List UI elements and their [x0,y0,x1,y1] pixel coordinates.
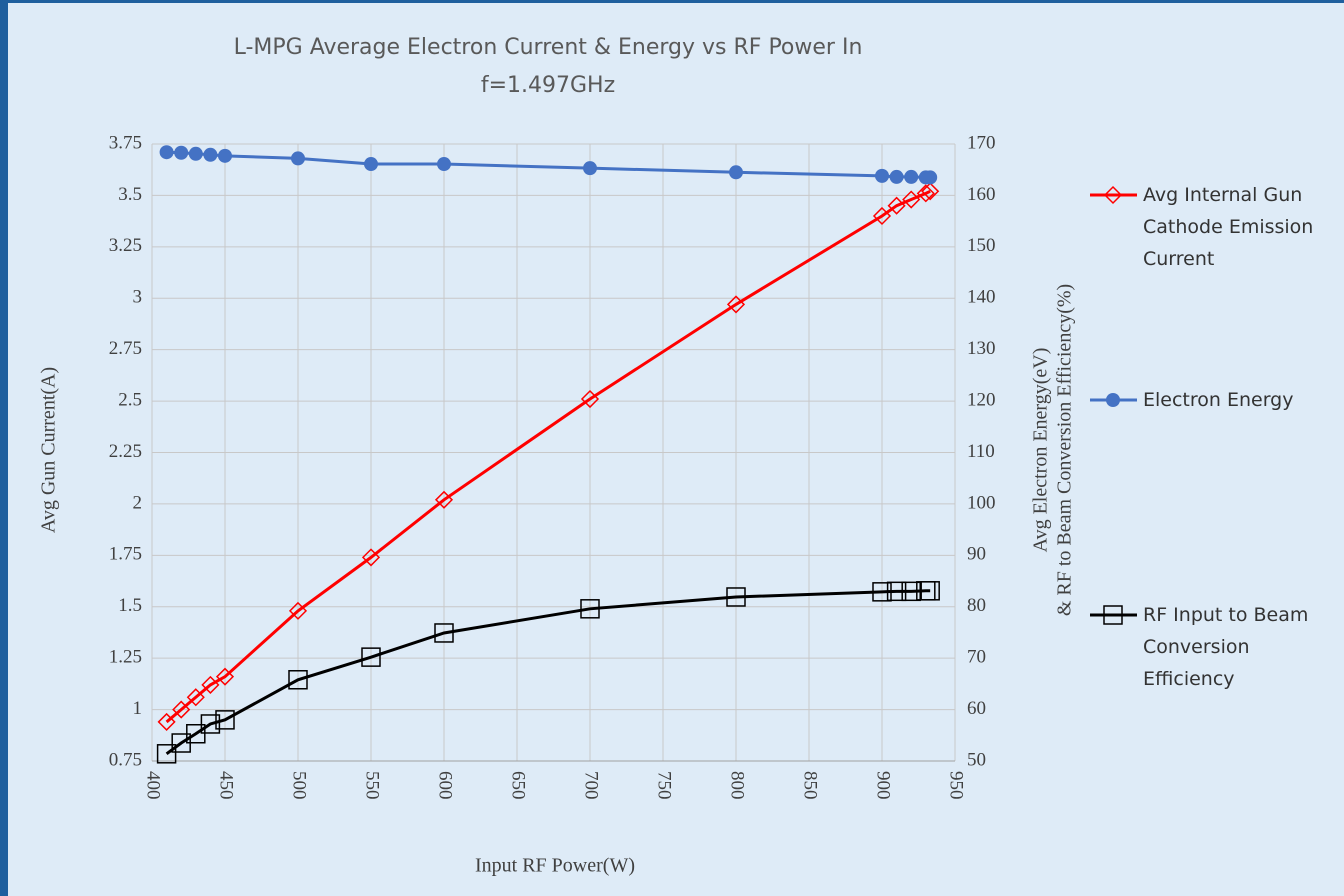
point [887,196,906,215]
y2-tick-label: 130 [967,338,996,359]
point [186,688,205,707]
y2-tick-label: 50 [967,749,986,770]
y-tick-label: 1.5 [118,595,142,616]
legend-label: Electron Energy [1143,389,1294,411]
point [923,170,938,185]
y2-tick-label: 150 [967,235,996,256]
series-line [166,150,931,179]
y-tick-label: 2.5 [118,389,142,410]
x-tick-label: 850 [800,771,821,800]
chart-subtitle: f=1.497GHz [481,73,615,98]
point [902,190,921,209]
x-tick-label: 750 [654,771,675,800]
point [203,147,218,162]
point [201,675,220,694]
point [215,710,235,730]
y2-tick-label: 140 [967,287,996,308]
point [288,670,308,690]
point [726,587,746,607]
point [921,182,940,201]
y2-axis-label: & RF to Beam Conversion Efficiency(%) [1054,284,1076,616]
y-tick-label: 0.75 [109,749,142,770]
y-tick-label: 2.25 [109,441,142,462]
point [361,647,381,667]
legend-marker [1103,605,1123,625]
y-tick-label: 3.5 [118,184,142,205]
point [200,714,221,734]
point [729,165,743,180]
y2-tick-label: 110 [967,441,995,462]
point [904,169,919,184]
point [872,582,892,602]
y2-tick-label: 170 [967,132,996,153]
point [434,623,454,643]
y2-tick-label: 120 [967,389,996,410]
y2-tick-label: 100 [967,492,996,513]
legend-marker [1103,185,1123,205]
point [291,151,305,166]
point [174,145,189,160]
legend-label: Avg Internal Gun Cathode Emission Curren… [1143,184,1314,270]
point [361,548,381,567]
x-tick-label: 500 [289,771,310,800]
y2-tick-label: 90 [967,544,986,565]
x-tick-label: 950 [946,771,967,800]
legend-label: RF Input to Beam Conversion Efficiency [1143,604,1309,690]
point [889,169,904,184]
x-tick-label: 700 [581,771,602,800]
point [886,581,907,602]
point [172,700,191,719]
x-tick-label: 800 [727,771,748,800]
point [188,146,203,161]
x-tick-label: 400 [143,771,164,800]
x-tick-label: 600 [435,771,456,800]
x-tick-label: 550 [362,771,383,800]
x-axis-label: Input RF Power(W) [475,855,635,877]
point [437,157,451,172]
point [288,601,308,620]
y-tick-label: 1.75 [109,544,142,565]
y-axis-label: Avg Gun Current(A) [38,367,60,533]
point [156,744,177,764]
y2-tick-label: 80 [967,595,986,616]
y2-tick-label: 160 [967,184,996,205]
point [875,168,889,183]
point [218,148,232,163]
y-tick-label: 3.25 [109,235,142,256]
y2-tick-label: 60 [967,698,986,719]
point [186,723,206,744]
y-tick-label: 1.25 [109,647,142,668]
y2-tick-label: 70 [967,647,986,668]
y-tick-label: 2.75 [109,338,142,359]
series-line [165,189,931,724]
series-line [165,589,931,756]
point [157,712,176,731]
point [872,206,892,226]
x-tick-label: 450 [216,771,237,800]
y-tick-label: 2 [133,492,143,513]
x-tick-label: 900 [873,771,894,800]
y-tick-label: 3 [133,287,143,308]
point [583,161,597,176]
y-tick-label: 3.75 [109,132,142,153]
y2-axis-label: Avg Electron Energy(eV) [1030,348,1052,553]
point [916,184,935,203]
point [726,295,746,314]
x-tick-label: 650 [508,771,529,800]
point [580,389,600,409]
legend-marker [1106,393,1120,407]
point [901,581,921,602]
point [920,581,940,601]
point [159,145,174,160]
point [364,157,378,172]
point [434,490,454,509]
y-tick-label: 1 [133,698,143,719]
point [215,667,235,686]
point [580,599,600,619]
chart-title: L-MPG Average Electron Current & Energy … [234,35,863,60]
